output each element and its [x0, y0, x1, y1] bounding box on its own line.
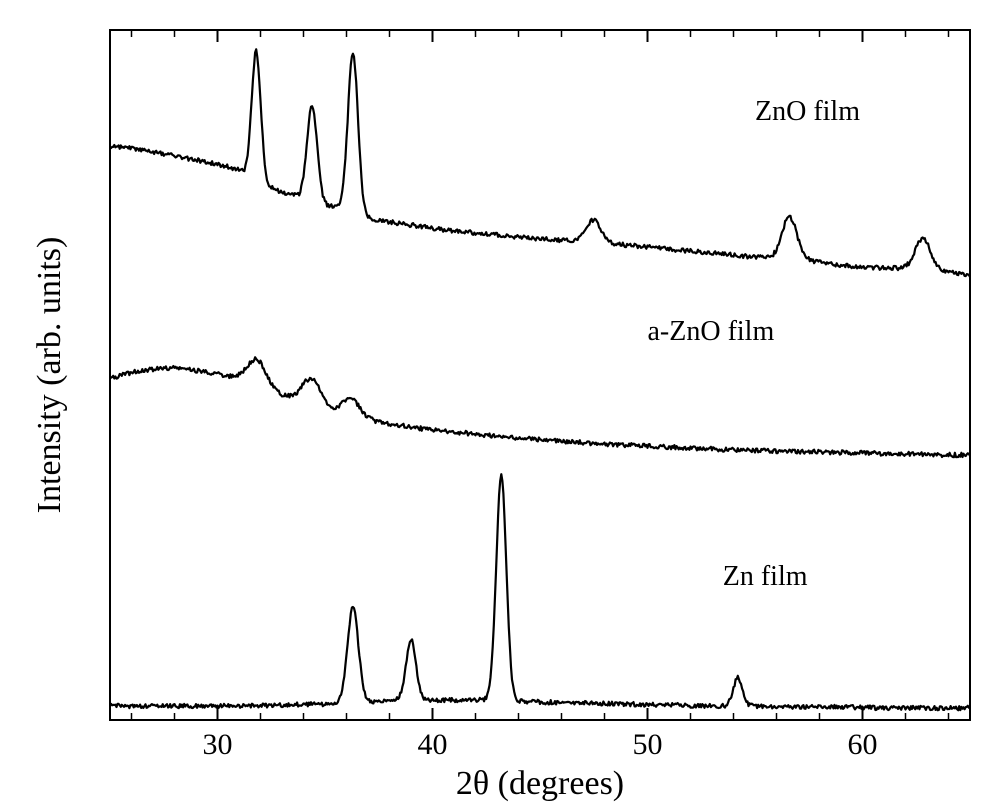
series-label-a_zno_film: a-ZnO film [648, 316, 775, 347]
series-label-zno_film: ZnO film [755, 96, 860, 127]
x-axis-label: 2θ (degrees) [456, 765, 624, 802]
x-tick-label: 50 [633, 728, 663, 761]
y-axis-label: Intensity (arb. units) [31, 237, 68, 514]
x-tick-label: 30 [203, 728, 233, 761]
xrd-plot-svg: 30 40 50 60 2θ (degrees) Intensity (arb. unit… [0, 0, 1000, 810]
series-label-zn_film: Zn film [723, 561, 808, 592]
x-tick-label: 40 [418, 728, 448, 761]
x-tick-label: 60 [848, 728, 878, 761]
xrd-chart: 30 40 50 60 2θ (degrees) Intensity (arb. unit… [0, 0, 1000, 810]
